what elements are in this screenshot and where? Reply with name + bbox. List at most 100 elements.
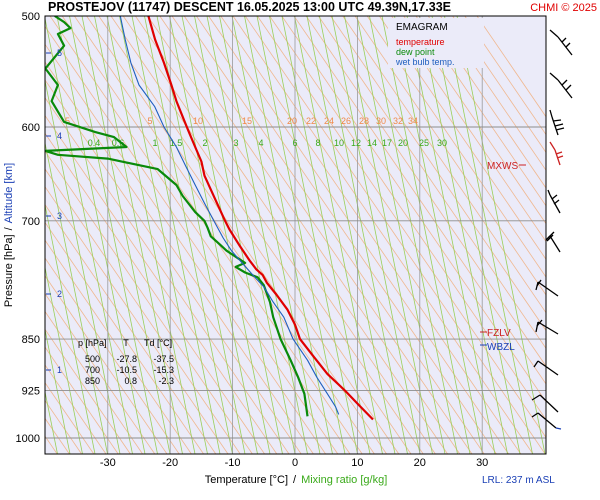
series-dew-point-line [45,16,309,417]
mixing-ratio-line [344,16,433,454]
mixing-ratio-label: 12 [351,138,361,148]
pressure-tick-label: 850 [22,334,40,346]
isotherm-line [147,16,448,454]
isotherm-line [45,221,204,454]
wind-barb [531,412,562,430]
isotherm-line [476,16,546,118]
mixing-ratio-label: 17 [382,138,392,148]
mixing-ratio-line [356,16,446,454]
isotherm-line [427,16,546,189]
legend-item-wet-bulb: wet bulb temp. [395,57,455,67]
table-row-1-p: 500 [85,354,100,364]
isotherm-line [403,16,546,225]
mixing-ratio-label: 2 [202,138,207,148]
wind-barb [547,189,561,214]
mixing-ratio-line [294,16,383,454]
wind-barb [549,141,564,166]
fzlv-label: FZLV [487,328,511,339]
mixing-ratio-label: 0.4 [88,138,101,148]
mixing-ratio-line [94,16,183,454]
isotherm-line [45,97,290,454]
isotherm-line [305,16,546,367]
mixing-ratio-line [45,140,108,454]
mixing-ratio-line [381,16,471,454]
isotherm-label: 30 [376,116,386,126]
isotherm-label: 34 [408,116,418,126]
mixing-ratio-line [131,16,221,454]
table-row-2-p: 700 [85,365,100,375]
x-tick-label: 20 [414,457,426,469]
isotherm-line [86,16,387,454]
x-tick-label: -30 [100,457,116,469]
isotherm-line [440,16,546,171]
isotherm-label: 15 [242,116,252,126]
mixing-ratio-line [331,16,421,454]
plot-frame [44,15,547,455]
x-axis-label-temp: Temperature [°C] [205,474,288,486]
mixing-ratio-line [119,16,208,454]
wind-barb [549,109,565,136]
wind-barb [531,394,559,413]
isotherm-label: 10 [193,116,203,126]
pressure-tick-label: 1000 [16,433,40,445]
isotherm-label: 24 [324,116,334,126]
isotherm-line [159,16,461,454]
isotherm-line [45,364,107,454]
isotherm-line [464,16,546,136]
isotherm-label: 20 [287,116,297,126]
mixing-ratio-label: 1.5 [170,138,183,148]
table-header-p: p [hPa] [78,338,107,348]
mixing-ratio-line [45,16,133,454]
legend-item-temperature: temperature [396,37,445,47]
isotherm-line [220,16,522,454]
wind-barb [545,231,561,253]
isotherm-line [45,132,265,454]
mixing-ratio-line [206,16,296,454]
isotherm-line [452,16,546,154]
isotherm-line [45,257,180,454]
chart-title: PROSTEJOV (11747) DESCENT 16.05.2025 13:… [48,0,451,14]
mixing-ratio-line [319,16,408,454]
mixing-ratio-label: 8 [315,138,320,148]
y-axis-label-sep: / [3,226,15,230]
mixing-ratio-line [394,16,483,454]
mixing-ratio-label: 4 [258,138,263,148]
mixing-ratio-line [56,16,146,454]
mixing-ratio-line [306,16,396,454]
mixing-ratio-label: 1 [152,138,157,148]
isotherm-line [45,114,278,454]
mixing-ratio-label: 20 [398,138,408,148]
isotherm-label: 28 [359,116,369,126]
isotherm-line [379,16,546,260]
isotherm-line [45,186,229,454]
mxws-label: MXWS [487,161,518,172]
table-row-3-t: 0.8 [124,376,137,386]
isotherm-line [45,203,217,454]
x-axis-label: Temperature [°C] / Mixing ratio [g/kg] [205,474,388,486]
series-wet-bulb-temp-line [119,16,340,415]
isotherm-line [61,16,363,454]
isotherm-line [415,16,546,207]
table-row-3-p: 850 [85,376,100,386]
isotherm-line [232,16,534,454]
mixing-ratio-line [369,16,458,454]
table-header-t: T [123,338,129,348]
mixing-ratio-line [231,16,321,454]
isotherm-line [354,16,546,296]
mixing-ratio-line [269,16,358,454]
wind-barb [549,72,573,99]
isotherm-line [74,16,375,454]
table-row-2-td: -15.3 [153,365,174,375]
isotherm-line [293,16,546,385]
isotherm-line [208,16,509,454]
mixing-ratio-line [69,16,158,454]
isotherm-line [342,16,546,314]
altitude-tick-label: 3 [57,211,62,221]
isotherm-line [391,16,546,243]
x-tick-label: 30 [476,457,488,469]
mixing-ratio-line [45,265,83,454]
x-axis-label-mixing: Mixing ratio [g/kg] [301,474,387,486]
isotherm-line [366,16,546,278]
x-tick-label: -10 [225,457,241,469]
y-axis-label-altitude: Altitude [km] [3,163,15,224]
